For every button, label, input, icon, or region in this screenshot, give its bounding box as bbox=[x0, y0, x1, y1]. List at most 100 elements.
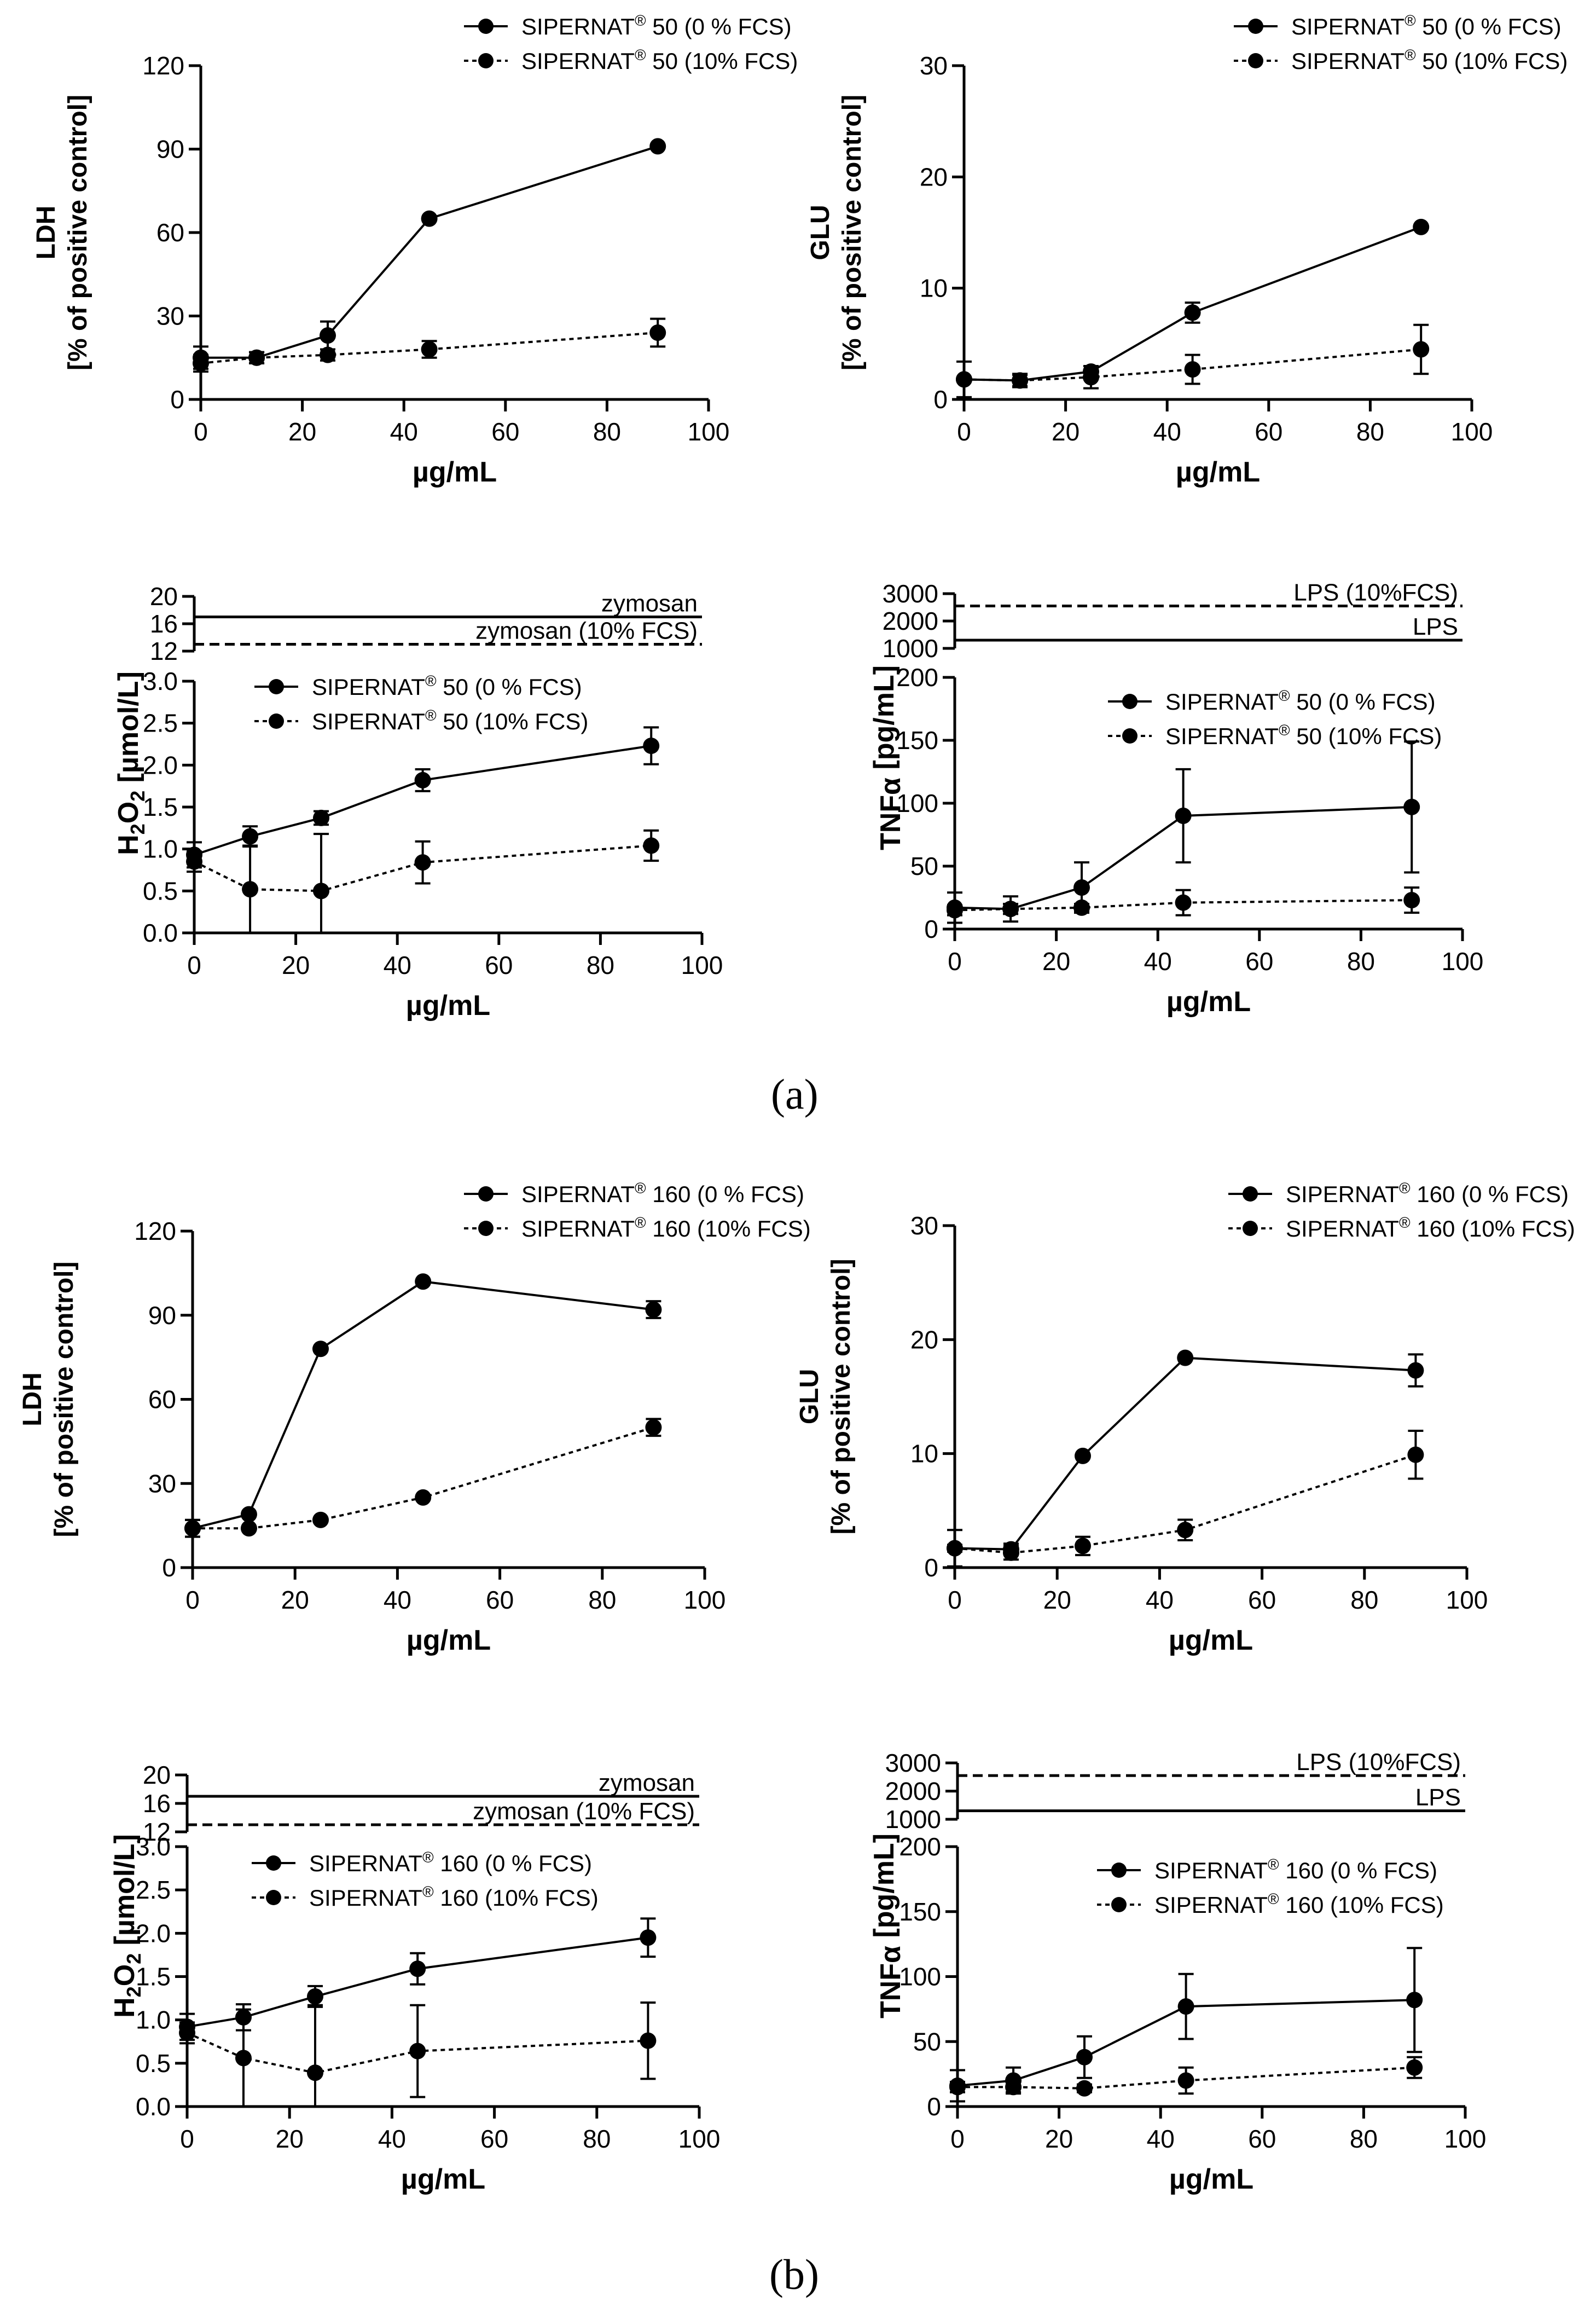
data-point bbox=[193, 355, 209, 372]
legend: SIPERNAT® 160 (0 % FCS)SIPERNAT® 160 (10… bbox=[1228, 1180, 1575, 1241]
data-point bbox=[1076, 2080, 1093, 2097]
upper-y-tick-label: 1000 bbox=[883, 634, 938, 663]
data-point bbox=[1012, 372, 1029, 389]
y-axis-label-part: [pg/mL] bbox=[868, 665, 900, 778]
y-axis-label-line: [% of positive control] bbox=[827, 1259, 856, 1535]
reference-line-label: zymosan bbox=[599, 1769, 695, 1796]
y-tick-label: 30 bbox=[156, 302, 184, 330]
reference-line-label: LPS bbox=[1413, 613, 1458, 640]
legend-label: SIPERNAT® 50 (0 % FCS) bbox=[1165, 687, 1436, 715]
legend-label-part: SIPERNAT bbox=[521, 48, 635, 74]
legend-label: SIPERNAT® 160 (10% FCS) bbox=[521, 1214, 811, 1241]
x-tick-label: 80 bbox=[1350, 1586, 1378, 1614]
legend-label: SIPERNAT® 160 (10% FCS) bbox=[1286, 1214, 1575, 1241]
data-point bbox=[947, 1540, 963, 1557]
legend-label: SIPERNAT® 50 (10% FCS) bbox=[312, 707, 588, 734]
x-tick-label: 20 bbox=[1043, 1586, 1071, 1614]
y-tick-label: 0.0 bbox=[136, 2092, 171, 2121]
legend: SIPERNAT® 50 (0 % FCS)SIPERNAT® 50 (10% … bbox=[464, 12, 798, 74]
data-point bbox=[1076, 2049, 1093, 2065]
x-tick-label: 60 bbox=[1255, 417, 1282, 446]
data-point bbox=[1406, 1992, 1423, 2009]
series-fcs bbox=[186, 829, 660, 934]
x-axis-label: µg/mL bbox=[1166, 986, 1251, 1018]
y-axis-label: H2O2 [µmol/L] bbox=[109, 1834, 145, 2018]
data-point bbox=[1075, 1447, 1091, 1464]
data-point bbox=[1184, 304, 1201, 321]
legend-label-sup: ® bbox=[635, 1214, 646, 1231]
legend-label-sup: ® bbox=[1279, 687, 1290, 704]
chart-a-glu: 0 10 20 30 0 20 40 60 80 100 µg/mL GLU [% of positiv… bbox=[806, 12, 1568, 488]
y-axis-label-part: TNFα bbox=[875, 1946, 907, 2018]
x-tick-label: 80 bbox=[1356, 417, 1384, 446]
y-axis-label-line: [% of positive control] bbox=[50, 1262, 79, 1537]
y-axis-label-part: 2 bbox=[126, 823, 149, 834]
legend-label-sup: ® bbox=[1279, 722, 1290, 739]
data-point bbox=[184, 1520, 201, 1537]
legend-marker bbox=[1122, 728, 1137, 744]
chart-b-ldh: 0 30 60 90 120 0 20 40 60 80 100 µg/mL LDH [% of posi… bbox=[18, 1180, 811, 1656]
data-point bbox=[1406, 2059, 1423, 2076]
y-tick-label: 2.5 bbox=[136, 1876, 171, 1904]
y-tick-label: 2.0 bbox=[143, 751, 178, 779]
series-line bbox=[193, 1426, 654, 1530]
legend-marker bbox=[1248, 19, 1263, 34]
data-point bbox=[1403, 892, 1420, 909]
legend-label-part: 160 (0 % FCS) bbox=[434, 1850, 592, 1876]
legend-label-sup: ® bbox=[635, 47, 646, 63]
x-tick-label: 100 bbox=[1451, 417, 1493, 446]
data-point bbox=[186, 853, 202, 870]
y-tick-label: 0.5 bbox=[143, 877, 178, 905]
upper-y-tick-label: 16 bbox=[143, 1789, 171, 1818]
legend-label-part: 160 (10% FCS) bbox=[646, 1216, 811, 1241]
panel-label-a: (a) bbox=[771, 1070, 819, 1118]
y-axis-label-line: [% of positive control] bbox=[838, 95, 867, 370]
legend-label: SIPERNAT® 160 (10% FCS) bbox=[1154, 1890, 1444, 1918]
data-point bbox=[640, 1929, 657, 1946]
data-point bbox=[179, 2024, 195, 2041]
x-tick-label: 40 bbox=[1146, 1586, 1174, 1614]
x-tick-label: 0 bbox=[194, 417, 208, 446]
x-axis-label: µg/mL bbox=[413, 456, 497, 488]
legend-label-sup: ® bbox=[425, 707, 437, 724]
legend-marker bbox=[266, 1855, 281, 1871]
y-axis-label: GLU [% of positive control] bbox=[795, 1259, 856, 1535]
data-point bbox=[248, 349, 265, 366]
y-axis-label-part: [pg/mL] bbox=[868, 1834, 900, 1946]
x-axis-label: µg/mL bbox=[1176, 456, 1260, 488]
legend-label-part: 50 (0 % FCS) bbox=[437, 674, 582, 700]
legend-label-part: SIPERNAT bbox=[521, 14, 635, 39]
legend-label-part: 50 (10% FCS) bbox=[437, 709, 589, 734]
y-axis-label-part: H bbox=[113, 834, 144, 855]
x-axis-label: µg/mL bbox=[406, 990, 490, 1022]
x-tick-label: 0 bbox=[948, 1586, 962, 1614]
x-tick-label: 80 bbox=[593, 417, 621, 446]
x-tick-label: 100 bbox=[678, 2125, 721, 2153]
upper-y-tick-label: 20 bbox=[150, 582, 178, 611]
legend-marker bbox=[1111, 1897, 1127, 1912]
data-point bbox=[307, 1988, 323, 2005]
y-axis-label-part: H bbox=[109, 1997, 141, 2018]
legend-label-part: SIPERNAT bbox=[1154, 1858, 1268, 1883]
data-point bbox=[643, 738, 660, 755]
y-tick-label: 1.5 bbox=[136, 1963, 171, 1991]
legend-label-part: SIPERNAT bbox=[312, 674, 425, 700]
data-point bbox=[1083, 369, 1099, 386]
x-tick-label: 0 bbox=[185, 1586, 200, 1614]
data-point bbox=[409, 1960, 426, 1977]
y-tick-label: 3.0 bbox=[136, 1832, 171, 1861]
x-tick-label: 20 bbox=[288, 417, 316, 446]
y-tick-label: 0 bbox=[924, 1553, 938, 1582]
series-fcs bbox=[179, 2001, 657, 2108]
y-tick-label: 2.5 bbox=[143, 709, 178, 738]
upper-y-tick-label: 12 bbox=[143, 1818, 171, 1846]
y-tick-label: 0.5 bbox=[136, 2049, 171, 2078]
x-tick-label: 60 bbox=[480, 2125, 508, 2153]
x-tick-label: 100 bbox=[1442, 947, 1484, 976]
y-tick-label: 0 bbox=[170, 385, 184, 414]
series-fcs bbox=[947, 886, 1420, 919]
legend-label-part: 50 (0 % FCS) bbox=[1416, 14, 1562, 39]
y-tick-label: 0 bbox=[924, 915, 938, 943]
x-axis-label: µg/mL bbox=[401, 2163, 485, 2195]
